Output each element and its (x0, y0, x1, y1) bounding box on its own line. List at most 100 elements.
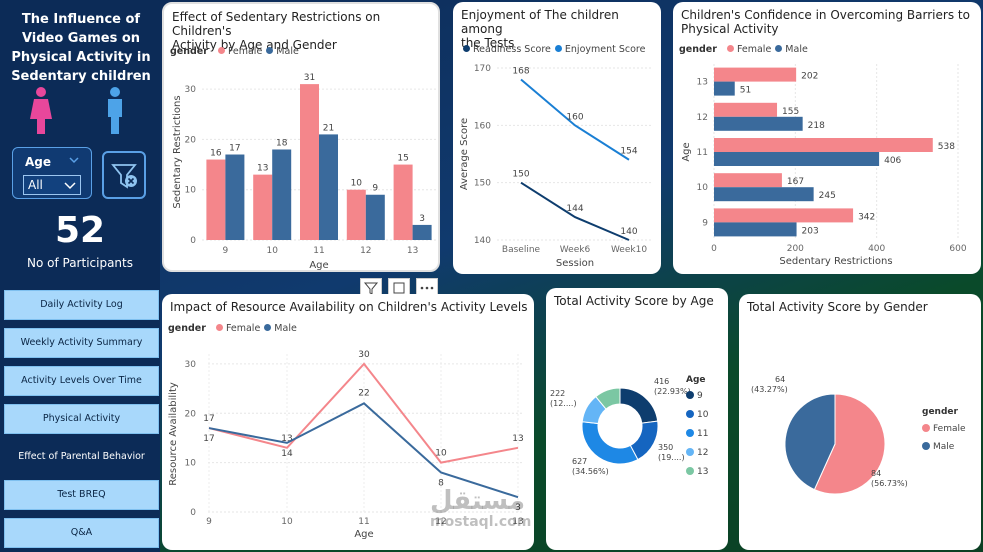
chart-sedentary-by-age-gender[interactable]: Effect of Sedentary Restrictions on Chil… (162, 2, 440, 272)
bar (714, 208, 854, 223)
data-label: 538 (938, 142, 955, 152)
legend-label: Male (933, 442, 955, 452)
data-label: 218 (808, 121, 825, 131)
chart-activity-by-gender[interactable]: Total Activity Score by Gender 84 (56.73%… (739, 294, 981, 550)
nav-button[interactable]: Weekly Activity Summary (4, 328, 159, 358)
y-tick-label: 0 (190, 508, 196, 518)
chart-title: Total Activity Score by Age (554, 294, 714, 308)
data-label: 160 (566, 112, 583, 122)
chart-legend: gender Female Male (679, 44, 808, 55)
legend-label: 9 (697, 391, 703, 401)
age-slicer[interactable]: Age All (12, 147, 92, 199)
data-label: (12....) (550, 399, 577, 408)
y-tick-label: 11 (697, 148, 708, 158)
data-label: 202 (801, 72, 818, 82)
data-label: 416 (654, 377, 669, 386)
x-tick-label: Week10 (611, 245, 647, 255)
age-slicer-dropdown[interactable]: All (23, 175, 81, 195)
y-tick-label: 10 (185, 186, 197, 196)
data-label: 3 (419, 214, 425, 224)
chart-title: Total Activity Score by Gender (747, 300, 928, 314)
x-axis-title: Session (556, 258, 594, 269)
y-tick-label: 9 (702, 218, 708, 228)
nav-button[interactable]: Effect of Parental Behavior (4, 442, 159, 472)
x-tick-label: 0 (711, 244, 717, 254)
data-label: 17 (203, 414, 214, 424)
x-tick-label: 13 (407, 246, 418, 256)
y-tick-label: 170 (474, 64, 491, 74)
x-tick-label: 11 (313, 246, 324, 256)
age-slicer-value: All (28, 178, 43, 192)
data-label: 203 (802, 226, 819, 236)
series-line (208, 402, 519, 499)
report-title: The Influence of Video Games on Physical… (11, 12, 151, 84)
x-tick-label: Week6 (560, 245, 591, 255)
y-axis-title: Age (681, 142, 692, 161)
nav-button[interactable]: Q&A (4, 518, 159, 548)
data-label: 18 (276, 138, 288, 148)
bar (365, 194, 385, 240)
data-label: 13 (257, 164, 268, 174)
line-chart-plot: 140 150 160 170 168 160 154 150 144 140 Baseline We… (459, 64, 653, 269)
y-tick-label: 30 (185, 85, 197, 95)
donut-slice (619, 387, 659, 424)
chart-legend: gender Female Male (168, 323, 297, 334)
pie-slice (813, 393, 886, 495)
legend-title: gender (922, 407, 959, 417)
chart-confidence-barriers[interactable]: Children's Confidence in Overcoming Barr… (673, 2, 981, 274)
chevron-down-icon[interactable] (69, 156, 79, 164)
legend-marker (922, 442, 930, 450)
data-label: 64 (775, 375, 785, 384)
bar (714, 116, 803, 131)
x-tick-label: 10 (266, 246, 278, 256)
bar (225, 154, 245, 240)
chart-activity-by-age[interactable]: Total Activity Score by Age 416 (22.93%) 3… (546, 288, 728, 550)
pie-chart-plot: 84(56.73%) 64(43.27%) gender Female Male (751, 375, 966, 495)
legend-label: 13 (697, 467, 708, 477)
pie-slice (784, 393, 836, 491)
donut-chart-plot: 416(22.93%) 350(19....) 627(34.56%) 222(12.… (550, 375, 709, 477)
data-label: 14 (281, 449, 293, 459)
data-label: 16 (210, 149, 222, 159)
chevron-down-icon (64, 182, 76, 190)
data-label: 13 (512, 434, 523, 444)
data-label: 140 (620, 227, 637, 237)
participants-count: 52 (54, 210, 106, 251)
focus-icon (393, 282, 405, 294)
legend-marker (686, 429, 694, 437)
series-line (208, 362, 519, 464)
y-tick-label: 20 (185, 135, 197, 145)
chart-legend: Readiness Score Enjoyment Score (459, 44, 645, 55)
chart-resource-availability[interactable]: Impact of Resource Availability on Child… (162, 294, 534, 550)
x-tick-label: 600 (949, 244, 966, 254)
nav-button[interactable]: Test BREQ (4, 480, 159, 510)
data-label: 15 (397, 154, 408, 164)
bar (714, 173, 782, 188)
y-tick-label: 140 (474, 236, 491, 246)
data-label: (19....) (658, 453, 685, 462)
legend-marker (686, 410, 694, 418)
chart-enjoyment-tests[interactable]: Enjoyment of The children among the Tests… (453, 2, 661, 274)
x-tick-label: 200 (787, 244, 804, 254)
female-icon (30, 87, 52, 134)
legend-label: Female (933, 424, 966, 434)
data-label: (56.73%) (871, 479, 908, 488)
more-icon (420, 286, 434, 290)
y-axis-title: Sedentary Restrictions (172, 95, 183, 208)
nav-button[interactable]: Activity Levels Over Time (4, 366, 159, 396)
data-label: 154 (620, 147, 637, 157)
clear-filters-button[interactable] (102, 151, 146, 199)
y-tick-label: 30 (185, 360, 197, 370)
watermark: مستقل mostaql.com (430, 486, 532, 530)
y-tick-label: 160 (474, 121, 491, 131)
data-label: 167 (787, 177, 804, 187)
legend-label: 10 (697, 410, 709, 420)
data-label: 168 (512, 66, 529, 76)
nav-button[interactable]: Physical Activity (4, 404, 159, 434)
x-axis-title: Sedentary Restrictions (779, 256, 892, 267)
data-label: 84 (871, 469, 881, 478)
data-label: 245 (819, 191, 836, 201)
nav-button[interactable]: Daily Activity Log (4, 290, 159, 320)
chart-title: Children's Confidence in Overcoming Barr… (681, 8, 970, 36)
data-label: 30 (358, 350, 370, 360)
